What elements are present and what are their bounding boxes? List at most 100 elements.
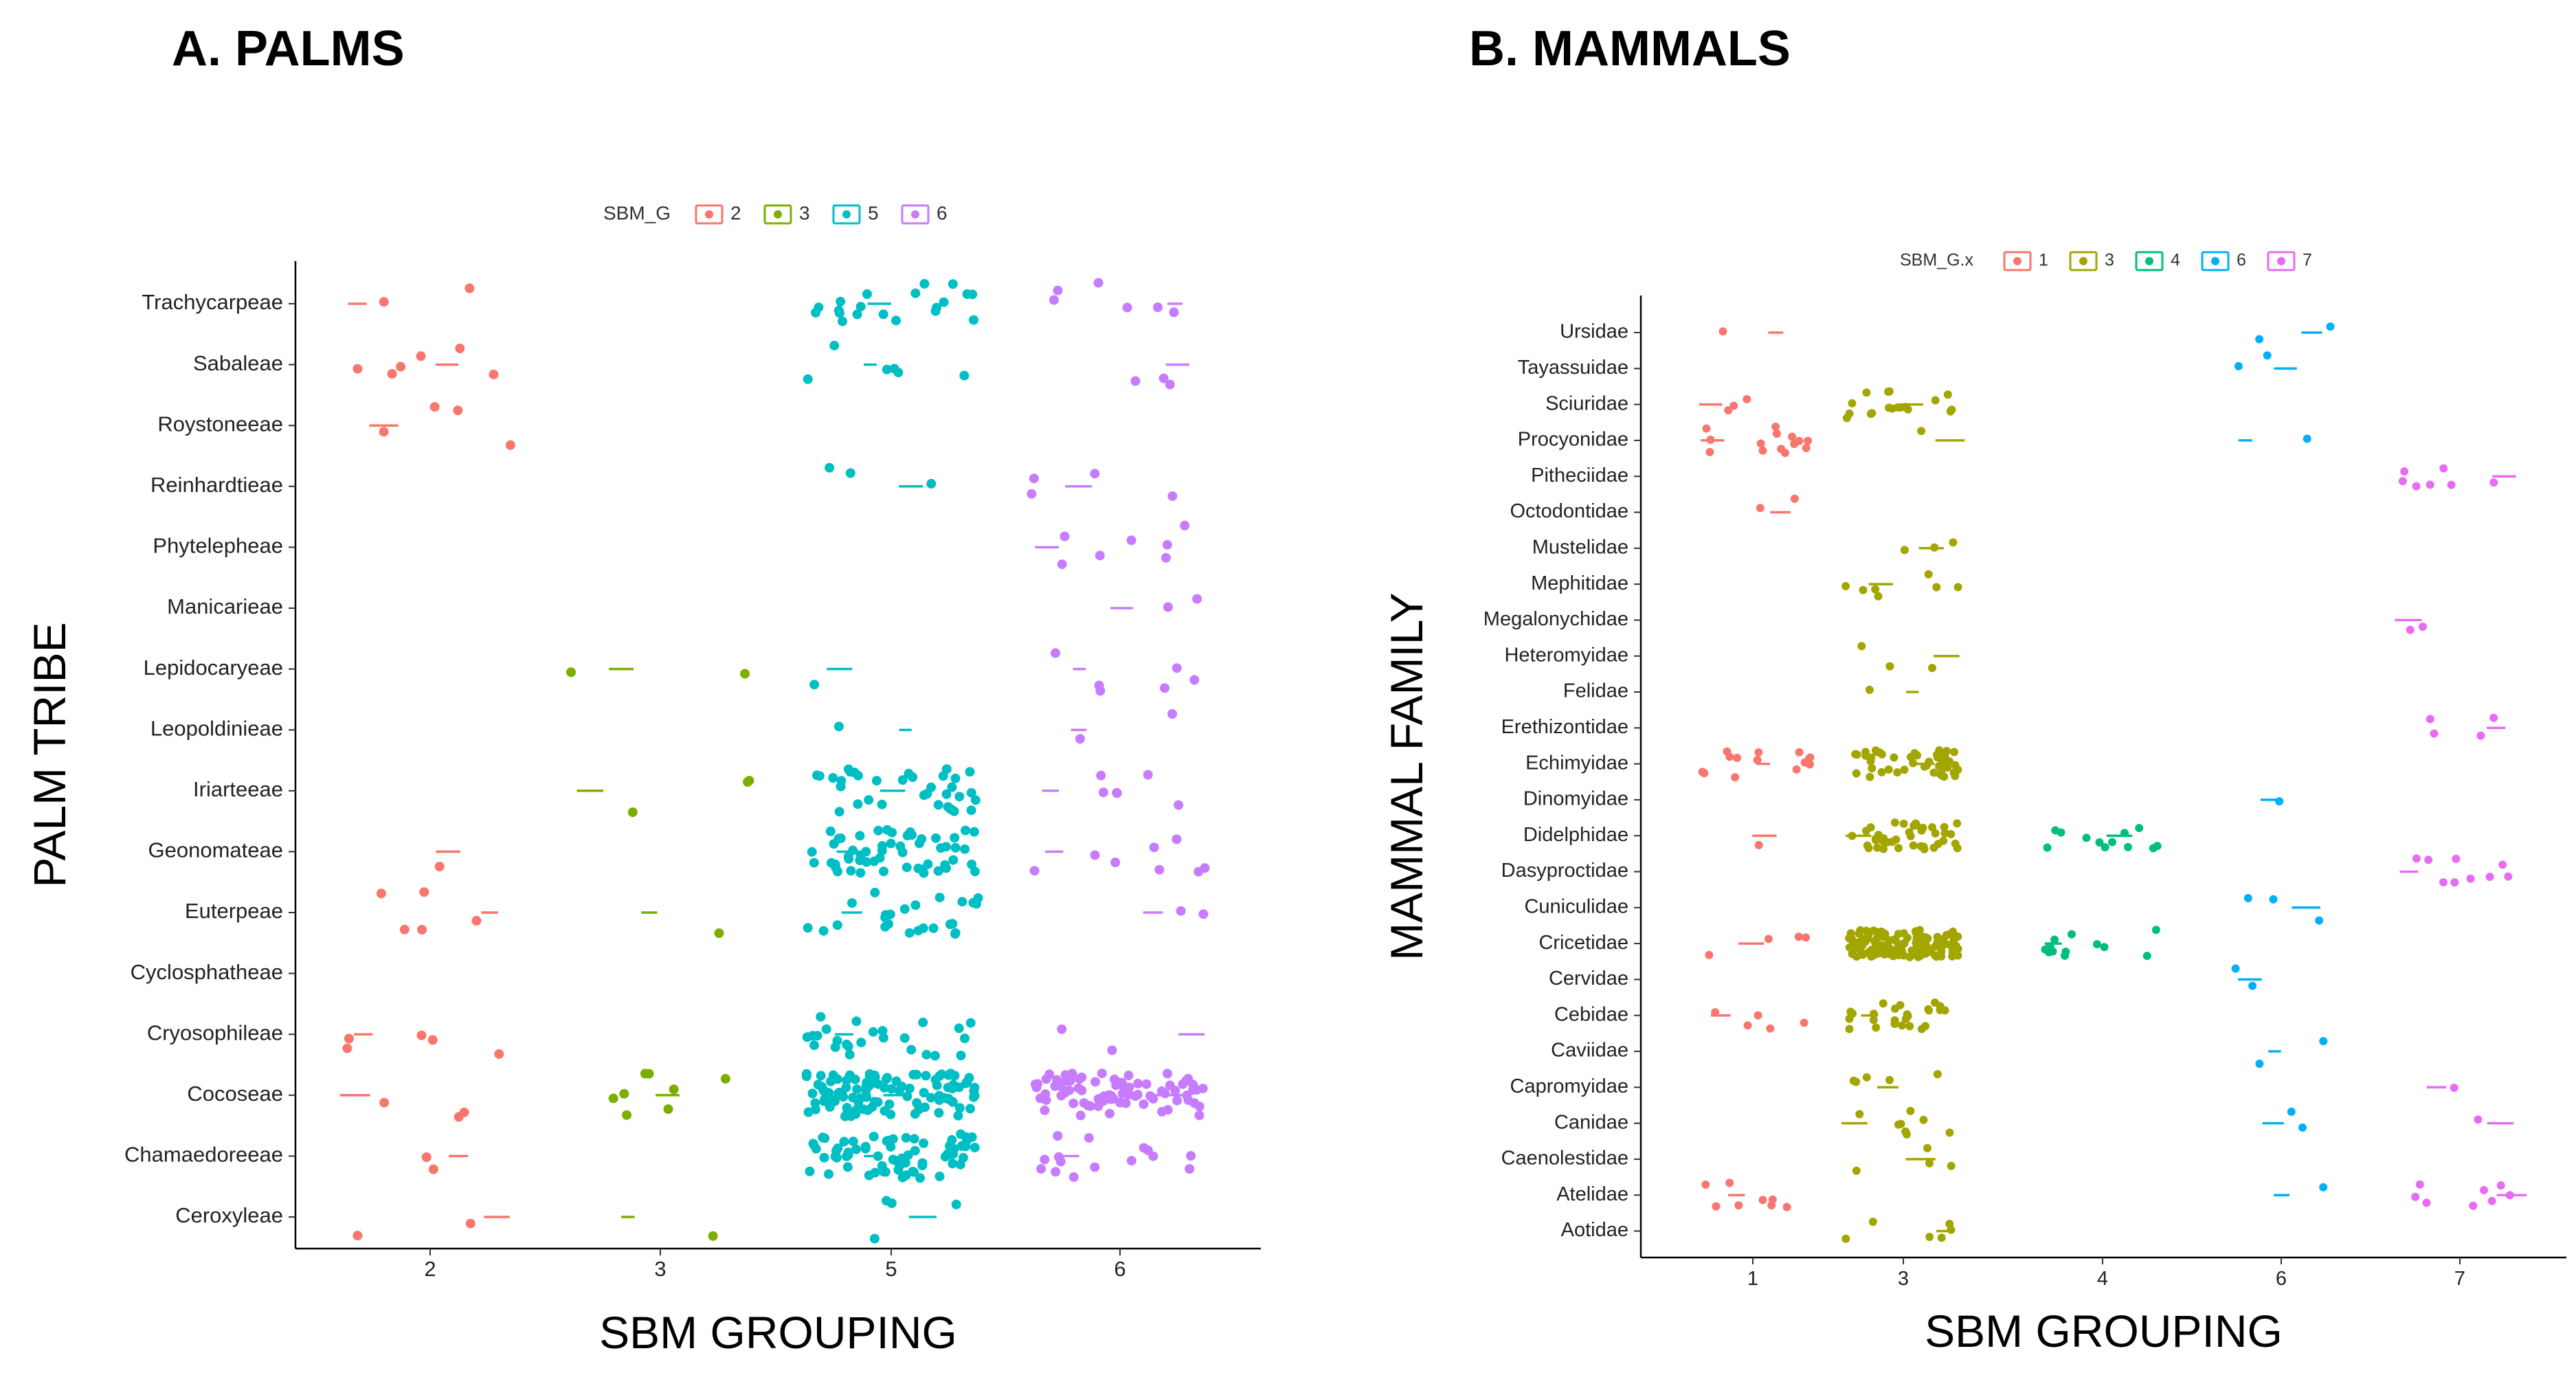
point-group-cebidae-1 bbox=[1710, 1008, 1808, 1033]
point-group-manicarieae-6 bbox=[1110, 594, 1202, 612]
data-point bbox=[1117, 1088, 1128, 1099]
y-tick-label-cryosophileae: Cryosophileae bbox=[147, 1020, 283, 1044]
data-point bbox=[807, 847, 817, 857]
point-group-euterpeae-6 bbox=[1143, 906, 1209, 919]
data-point bbox=[2474, 1115, 2483, 1124]
data-point bbox=[1928, 823, 1936, 831]
data-point bbox=[861, 847, 871, 857]
data-point bbox=[880, 921, 891, 932]
data-point bbox=[1781, 449, 1789, 458]
data-point bbox=[910, 1145, 920, 1156]
data-point bbox=[1766, 1024, 1775, 1033]
legend-key-point bbox=[842, 210, 851, 219]
data-point bbox=[2101, 843, 2109, 851]
data-point bbox=[2489, 478, 2498, 487]
data-point bbox=[819, 1152, 829, 1163]
data-point bbox=[1157, 1106, 1167, 1117]
data-point bbox=[1090, 850, 1100, 860]
y-axis-title: PALM TRIBE bbox=[24, 622, 75, 887]
y-tick-label-cocoseae: Cocoseae bbox=[187, 1082, 283, 1106]
data-point bbox=[566, 667, 576, 678]
data-point bbox=[1900, 546, 1909, 555]
data-point bbox=[1845, 943, 1854, 952]
y-tick-label-chamaedoreeae: Chamaedoreeae bbox=[124, 1143, 283, 1167]
data-point bbox=[1122, 302, 1132, 313]
data-point bbox=[934, 1108, 944, 1118]
data-point bbox=[1923, 934, 1932, 943]
legend-key-box bbox=[2201, 251, 2230, 271]
point-group-procyonidae-1 bbox=[1701, 423, 1813, 458]
data-point bbox=[842, 1103, 852, 1113]
data-point bbox=[1912, 939, 1920, 947]
data-point bbox=[873, 1079, 883, 1089]
data-point bbox=[2487, 1196, 2496, 1205]
y-tick-label-trachycarpeae: Trachycarpeae bbox=[142, 290, 283, 314]
data-point bbox=[1051, 648, 1060, 658]
point-group-cocoseae-5 bbox=[801, 1069, 980, 1121]
data-point bbox=[950, 773, 961, 783]
data-point bbox=[352, 1231, 363, 1241]
data-point bbox=[1090, 469, 1100, 479]
data-point bbox=[893, 1165, 904, 1175]
data-point bbox=[1945, 940, 1953, 949]
data-point bbox=[1868, 409, 1877, 418]
point-group-octodontidae-1 bbox=[1756, 494, 1799, 514]
data-point bbox=[1877, 768, 1886, 776]
data-point bbox=[1940, 829, 1949, 838]
data-point bbox=[2124, 842, 2132, 851]
data-point bbox=[1933, 1070, 1942, 1079]
data-point bbox=[1863, 932, 1872, 941]
data-point bbox=[1148, 1151, 1158, 1161]
data-point bbox=[970, 1143, 980, 1152]
data-point bbox=[2476, 731, 2485, 740]
data-point bbox=[2303, 434, 2311, 443]
data-point bbox=[869, 1070, 880, 1080]
data-point bbox=[832, 920, 842, 930]
data-point bbox=[827, 858, 836, 868]
data-point bbox=[933, 800, 943, 810]
y-tick-label-cebidae: Cebidae bbox=[1554, 1003, 1628, 1025]
data-point bbox=[956, 1051, 966, 1060]
legend-key-3 bbox=[763, 204, 792, 225]
data-point bbox=[1067, 1069, 1077, 1079]
data-point bbox=[816, 1071, 826, 1081]
data-point bbox=[2447, 480, 2456, 489]
legend-key-point bbox=[705, 210, 713, 219]
data-point bbox=[2269, 895, 2278, 904]
data-point bbox=[1857, 642, 1866, 651]
data-point bbox=[1931, 396, 1940, 405]
data-point bbox=[1845, 1014, 1854, 1023]
data-point bbox=[1057, 1024, 1067, 1034]
data-point bbox=[851, 1144, 862, 1154]
data-point bbox=[808, 1139, 818, 1149]
data-point bbox=[1872, 945, 1881, 954]
data-point bbox=[1060, 531, 1070, 541]
data-point bbox=[803, 923, 813, 933]
data-point bbox=[1871, 746, 1880, 755]
data-point bbox=[2469, 1201, 2478, 1210]
data-point bbox=[1933, 753, 1942, 762]
point-group-erethizontidae-7 bbox=[2426, 713, 2506, 740]
legend-key-3 bbox=[2069, 251, 2098, 271]
data-point bbox=[842, 1162, 853, 1172]
data-point bbox=[1790, 494, 1799, 503]
data-point bbox=[1098, 787, 1108, 798]
data-point bbox=[2412, 854, 2421, 863]
data-point bbox=[897, 775, 908, 785]
data-point bbox=[820, 1133, 830, 1143]
data-point bbox=[941, 863, 951, 873]
data-point bbox=[1194, 867, 1204, 877]
data-point bbox=[1848, 399, 1857, 407]
point-group-geonomateae-6 bbox=[1029, 834, 1210, 877]
data-point bbox=[862, 289, 872, 299]
data-point bbox=[1903, 1130, 1911, 1139]
data-point bbox=[1932, 583, 1941, 592]
data-point bbox=[1841, 1234, 1850, 1243]
data-point bbox=[879, 1167, 889, 1177]
legend-key-6 bbox=[2201, 251, 2230, 271]
data-point bbox=[2452, 854, 2461, 863]
legend-key-1 bbox=[2003, 251, 2032, 271]
data-point bbox=[1846, 1007, 1855, 1016]
x-tick-label-1: 1 bbox=[1747, 1268, 1758, 1290]
data-point bbox=[878, 309, 888, 320]
